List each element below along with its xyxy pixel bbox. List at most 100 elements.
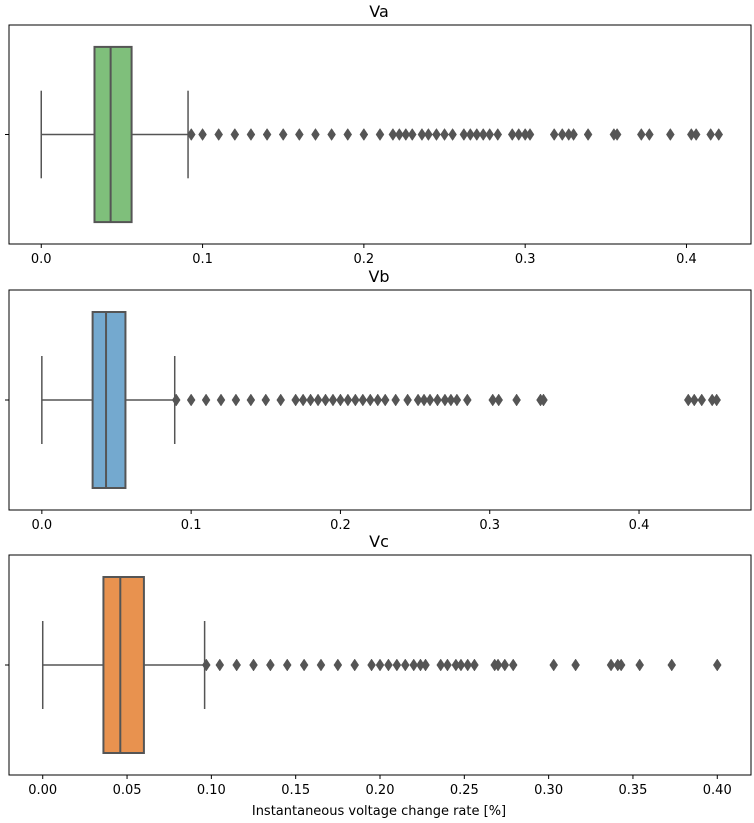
x-tick-label: 0.1 <box>181 518 202 533</box>
outlier-point <box>446 393 456 407</box>
outlier-point <box>612 128 622 141</box>
outlier-point <box>215 658 225 672</box>
outlier-point <box>616 658 626 672</box>
outlier-point <box>493 128 503 141</box>
panel-title: Va <box>369 2 389 21</box>
outlier-point <box>456 658 466 672</box>
outlier-point <box>186 393 196 407</box>
x-tick-label: 0.05 <box>113 783 142 798</box>
outlier-point <box>231 393 241 407</box>
outlier-point <box>171 393 181 407</box>
outlier-point <box>432 128 441 141</box>
panel-vb: Vb 0.0 0.1 0.2 0.3 0.4 <box>5 267 752 533</box>
outlier-point <box>494 393 503 407</box>
outlier-point <box>299 658 309 672</box>
outlier-point <box>557 128 567 141</box>
outlier-point <box>424 128 433 141</box>
outlier-point <box>667 658 677 672</box>
outlier-point <box>400 658 410 672</box>
outlier-point <box>333 658 343 672</box>
panel-title: Vc <box>369 532 389 551</box>
outlier-point <box>478 128 488 141</box>
outlier-point <box>313 393 323 407</box>
outlier-point <box>201 393 211 407</box>
outlier-point <box>706 128 715 141</box>
outlier-point <box>508 658 518 672</box>
panel-vc: Vc Instantaneous voltage change rate [%]… <box>5 532 752 819</box>
outlier-point <box>569 128 578 141</box>
outlier-point <box>186 128 196 141</box>
outlier-point <box>463 393 472 407</box>
outlier-point <box>419 393 429 407</box>
outlier-point <box>433 393 442 407</box>
outlier-point <box>507 128 517 141</box>
outlier-point <box>425 393 435 407</box>
outlier-point <box>417 128 427 141</box>
outlier-point <box>549 658 558 672</box>
outlier-point <box>463 658 472 672</box>
outlier-point <box>306 393 315 407</box>
outlier-point <box>365 393 375 407</box>
outlier-point <box>391 393 400 407</box>
outlier-point <box>697 393 707 407</box>
outlier-point <box>683 393 693 407</box>
outlier-point <box>395 128 404 141</box>
outlier-point <box>266 658 275 672</box>
x-tick-label: 0.35 <box>618 783 647 798</box>
outlier-point <box>500 658 510 672</box>
x-tick-label: 0.0 <box>32 518 53 533</box>
outlier-point <box>295 128 304 141</box>
outlier-point <box>262 128 272 141</box>
outlier-point <box>343 393 353 407</box>
x-tick-label: 0.4 <box>676 252 697 267</box>
outlier-point <box>448 128 457 141</box>
outlier-point <box>514 128 524 141</box>
outlier-point <box>472 128 482 141</box>
outlier-point <box>470 658 479 672</box>
outlier-point <box>525 128 535 141</box>
outlier-point <box>637 128 646 141</box>
x-tick-label: 0.3 <box>479 518 500 533</box>
outlier-point <box>375 128 385 141</box>
outlier-point <box>358 393 368 407</box>
outlier-point <box>232 658 241 672</box>
outlier-point <box>436 658 446 672</box>
outlier-point <box>380 393 390 407</box>
outlier-point <box>493 658 503 672</box>
outlier-point <box>689 393 699 407</box>
outlier-point <box>367 658 376 672</box>
outlier-point <box>291 393 300 407</box>
outlier-point <box>413 393 423 407</box>
outlier-point <box>198 128 207 141</box>
outlier-point <box>261 393 271 407</box>
outlier-point <box>246 128 256 141</box>
outlier-point <box>350 658 360 672</box>
outlier-point <box>691 128 701 141</box>
outlier-point <box>606 658 616 672</box>
outlier-point <box>452 393 462 407</box>
outlier-point <box>278 128 288 141</box>
iqr-box <box>91 311 127 489</box>
outlier-point <box>714 128 724 141</box>
outlier-point <box>249 658 258 672</box>
x-tick-label: 0.10 <box>197 783 226 798</box>
x-tick-label: 0.2 <box>354 252 375 267</box>
outlier-point <box>407 128 417 141</box>
x-tick-label: 0.20 <box>366 783 395 798</box>
outlier-point <box>311 128 320 141</box>
iqr-box <box>102 576 145 754</box>
outlier-point <box>549 128 559 141</box>
outlier-point <box>343 128 353 141</box>
x-axis-label: Instantaneous voltage change rate [%] <box>252 804 506 819</box>
x-tick-label: 0.0 <box>31 252 52 267</box>
outlier-point <box>443 658 452 672</box>
outlier-point <box>583 128 593 141</box>
outlier-point <box>216 393 226 407</box>
outlier-point <box>388 128 398 141</box>
x-tick-label: 0.15 <box>281 783 310 798</box>
outlier-point <box>328 393 338 407</box>
outlier-point <box>401 128 411 141</box>
outlier-point <box>202 658 211 672</box>
outlier-point <box>214 128 223 141</box>
